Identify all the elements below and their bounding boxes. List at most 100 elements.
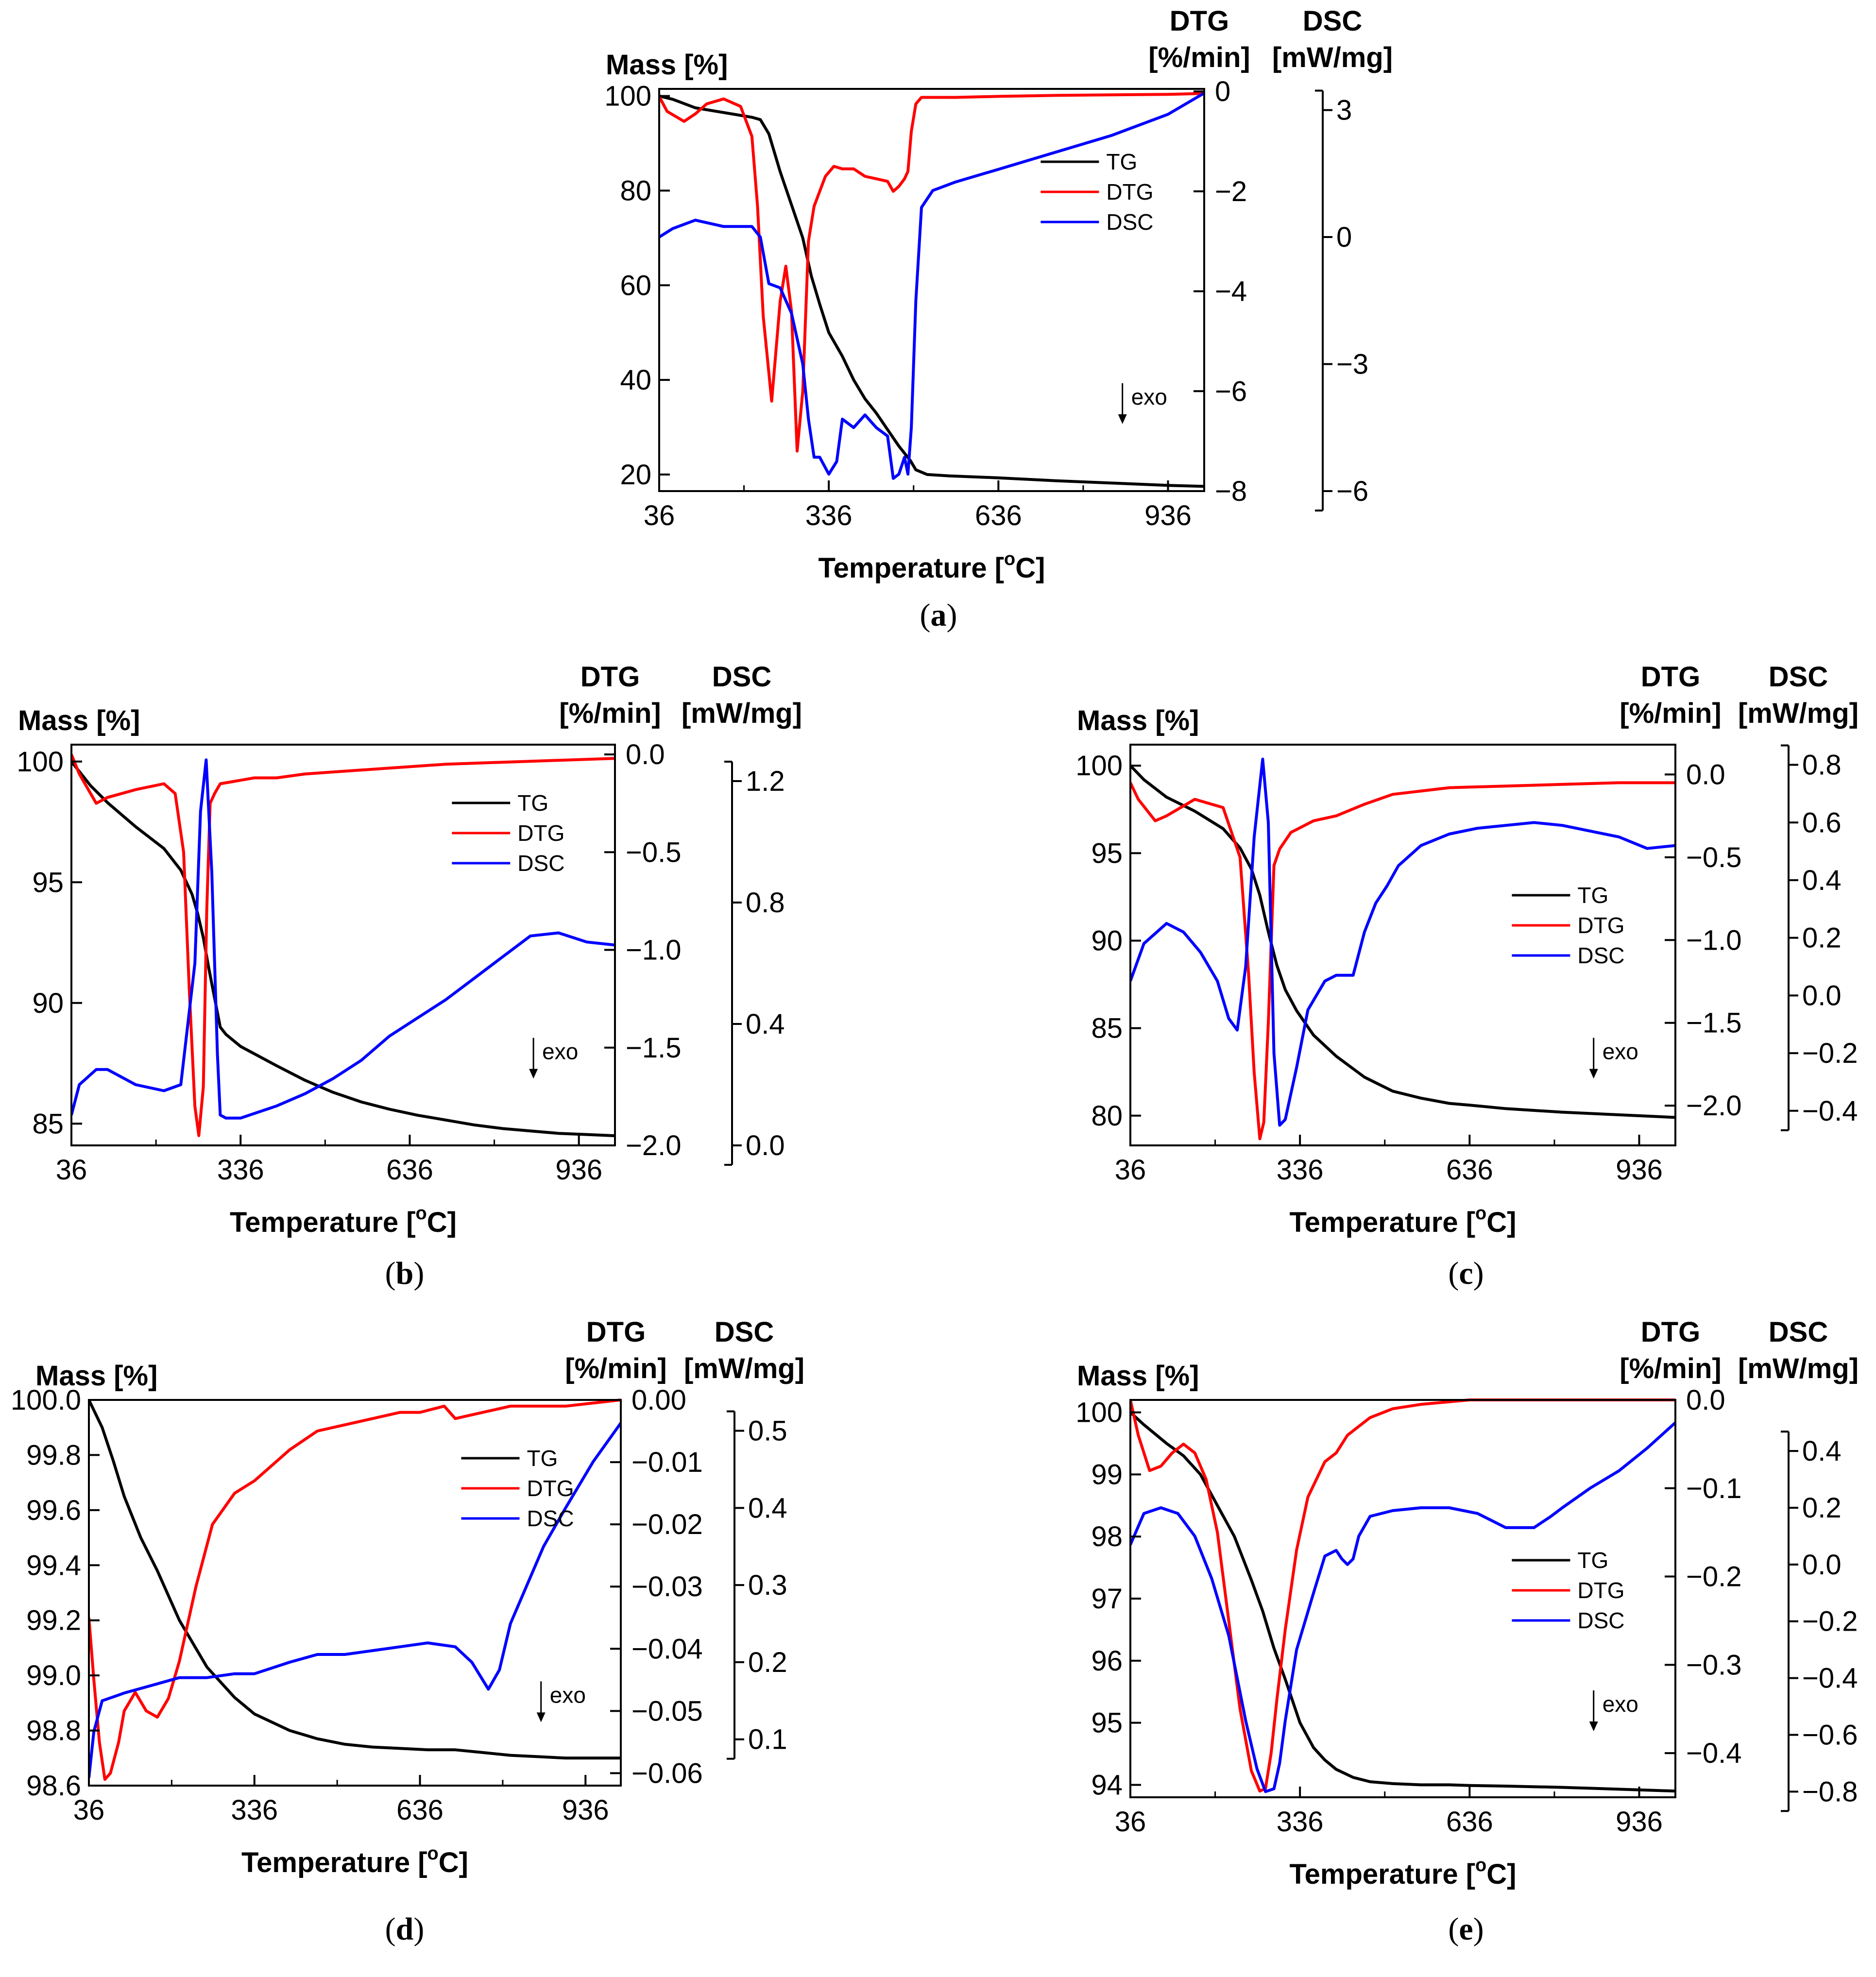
x-tick-label: 936 [1616, 1806, 1663, 1838]
exo-arrow-head [1589, 1069, 1598, 1079]
panel-caption-letter: e [1459, 1911, 1473, 1947]
legend-label-tg: TG [1577, 1548, 1608, 1573]
legend-label-dsc: DSC [1577, 943, 1624, 968]
x-axis-title: Temperature [oC] [1290, 1203, 1517, 1238]
left-tick-label: 99.0 [26, 1660, 81, 1691]
left-tick-label: 99.8 [26, 1439, 81, 1471]
x-axis-title-sup: o [1475, 1203, 1486, 1224]
series-line-dtg [89, 1398, 621, 1781]
series-line-tg [71, 760, 615, 1138]
dtg-tick-label: −8 [1215, 476, 1247, 507]
series-line-tg [1130, 765, 1675, 1119]
left-axis-title: Mass [%] [606, 49, 728, 81]
left-tick-label: 60 [620, 270, 651, 301]
dtg-tick-label: 0.0 [626, 739, 665, 770]
panel-caption-open: ( [1448, 1911, 1459, 1947]
dsc-tick-label: 0.4 [1802, 865, 1842, 896]
panel-caption-close: ) [413, 1911, 424, 1947]
dtg-axis-unit: [%/min] [1148, 42, 1250, 73]
dsc-tick-label: 0.4 [1802, 1435, 1842, 1467]
panel-caption-letter: a [931, 597, 947, 633]
panel-caption-letter: c [1459, 1256, 1473, 1291]
dsc-axis-title: DSC [1303, 5, 1362, 37]
x-tick-label: 636 [1446, 1154, 1493, 1186]
chart-panel-d: 36 336 636 936 100.0 99.8 99.6 99.4 99.2 99.0 98.8… [11, 1316, 804, 1947]
x-tick-label: 936 [562, 1794, 609, 1826]
dtg-axis-title: DTG [580, 661, 640, 693]
left-tick-label: 98.8 [26, 1715, 81, 1747]
x-axis-title: Temperature [oC] [230, 1203, 457, 1238]
dsc-tick-label: 0.5 [748, 1415, 787, 1447]
dsc-tick-label: −0.2 [1802, 1606, 1858, 1637]
x-axis-title: Temperature [oC] [819, 549, 1045, 584]
left-tick-label: 80 [620, 175, 651, 206]
dtg-tick-label: −2.0 [626, 1130, 682, 1161]
exo-annotation: exo [1131, 384, 1167, 409]
left-axis-title: Mass [%] [18, 705, 140, 736]
dsc-axis-unit: [mW/mg] [1272, 42, 1393, 73]
dtg-tick-label: −2 [1215, 176, 1247, 207]
chart-panel-a: 36 336 636 936 100 80 60 40 20 0 −2 −4 −6 −8 3 0 −3 −6 Mas… [604, 5, 1393, 633]
dtg-tick-label: 0 [1215, 76, 1230, 107]
panel-caption-open: ( [1448, 1256, 1459, 1291]
x-axis-title-sup: o [427, 1843, 439, 1864]
dsc-axis-title: DSC [1769, 1316, 1828, 1348]
exo-arrow-head [536, 1712, 546, 1722]
dtg-tick-label: −1.5 [626, 1032, 682, 1064]
dsc-tick-label: −0.8 [1802, 1776, 1858, 1807]
legend-label-dtg: DTG [517, 820, 564, 846]
panel-caption-letter: d [396, 1911, 414, 1947]
series-line-dsc [1130, 1421, 1675, 1793]
dsc-tick-label: −6 [1336, 476, 1368, 507]
x-tick-label: 336 [217, 1154, 264, 1186]
left-axis-title: Mass [%] [35, 1360, 157, 1392]
dtg-tick-label: −1.0 [1686, 924, 1742, 956]
legend-label-tg: TG [527, 1446, 558, 1471]
chart-panel-b: 36 336 636 936 100 95 90 85 0.0 −0.5 −1.0 −1.5 −2.0 1… [17, 661, 802, 1291]
x-tick-label: 36 [73, 1794, 105, 1826]
dsc-tick-label: 0.4 [746, 1008, 785, 1040]
left-tick-label: 100 [604, 81, 651, 112]
dtg-tick-label: −0.05 [631, 1695, 703, 1727]
dtg-axis-unit: [%/min] [565, 1353, 666, 1384]
dsc-axis-unit: [mW/mg] [682, 698, 802, 729]
series-line-dtg [659, 92, 1204, 453]
dtg-axis-title: DTG [586, 1316, 646, 1348]
dsc-tick-label: 0.0 [746, 1130, 785, 1161]
left-tick-label: 95 [32, 867, 64, 898]
dtg-tick-label: 0.0 [1686, 759, 1725, 790]
left-tick-label: 96 [1091, 1645, 1123, 1677]
left-tick-label: 95 [1091, 1707, 1123, 1739]
dsc-tick-label: −3 [1336, 349, 1368, 380]
legend-label-dsc: DSC [1106, 209, 1153, 235]
chart-panel-c: 36 336 636 936 100 95 90 85 80 0.0 −0.5 −1.0 −1.5 −2.… [1075, 661, 1859, 1291]
dtg-tick-label: −0.01 [631, 1447, 703, 1478]
series-line-dsc [1130, 757, 1675, 1127]
left-tick-label: 40 [620, 364, 651, 396]
left-tick-label: 98 [1091, 1521, 1123, 1552]
panel-caption-close: ) [947, 597, 957, 633]
dtg-tick-label: 0.0 [1686, 1384, 1725, 1416]
dtg-tick-label: −0.02 [631, 1509, 703, 1540]
panel-caption: (e) [1448, 1911, 1484, 1947]
dtg-tick-label: −0.06 [631, 1757, 703, 1789]
series-line-dsc [89, 1422, 621, 1778]
x-tick-label: 36 [56, 1154, 87, 1186]
dsc-tick-label: 0.8 [746, 887, 785, 919]
left-tick-label: 95 [1091, 837, 1123, 869]
left-tick-label: 90 [32, 988, 64, 1019]
x-axis-title-text: Temperature [ [241, 1847, 427, 1878]
left-tick-label: 99 [1091, 1459, 1123, 1490]
left-tick-label: 20 [620, 459, 651, 491]
dtg-tick-label: −1.5 [1686, 1007, 1742, 1039]
plot-frame [658, 88, 1205, 492]
exo-arrow-head [529, 1069, 538, 1079]
x-axis-title-end: C] [1486, 1858, 1516, 1890]
dsc-axis-title: DSC [712, 661, 771, 693]
dsc-tick-label: 0.1 [748, 1724, 787, 1755]
x-tick-label: 336 [1277, 1154, 1324, 1186]
left-axis-title: Mass [%] [1077, 1360, 1199, 1392]
left-tick-label: 100 [1075, 1397, 1123, 1429]
dtg-tick-label: −0.4 [1686, 1738, 1742, 1769]
